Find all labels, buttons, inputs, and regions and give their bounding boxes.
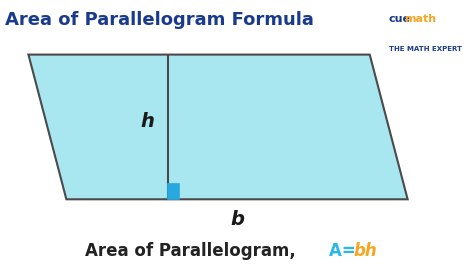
Text: bh: bh xyxy=(353,242,377,260)
Polygon shape xyxy=(28,55,408,199)
Text: Area of Parallelogram,: Area of Parallelogram, xyxy=(85,242,302,260)
Text: A=: A= xyxy=(329,242,362,260)
Bar xyxy=(168,184,179,199)
Text: THE MATH EXPERT: THE MATH EXPERT xyxy=(389,46,462,52)
Text: Area of Parallelogram Formula: Area of Parallelogram Formula xyxy=(5,11,314,29)
Text: h: h xyxy=(140,112,154,131)
Text: b: b xyxy=(230,210,244,229)
Text: cue: cue xyxy=(389,14,410,24)
Text: math: math xyxy=(404,14,436,24)
